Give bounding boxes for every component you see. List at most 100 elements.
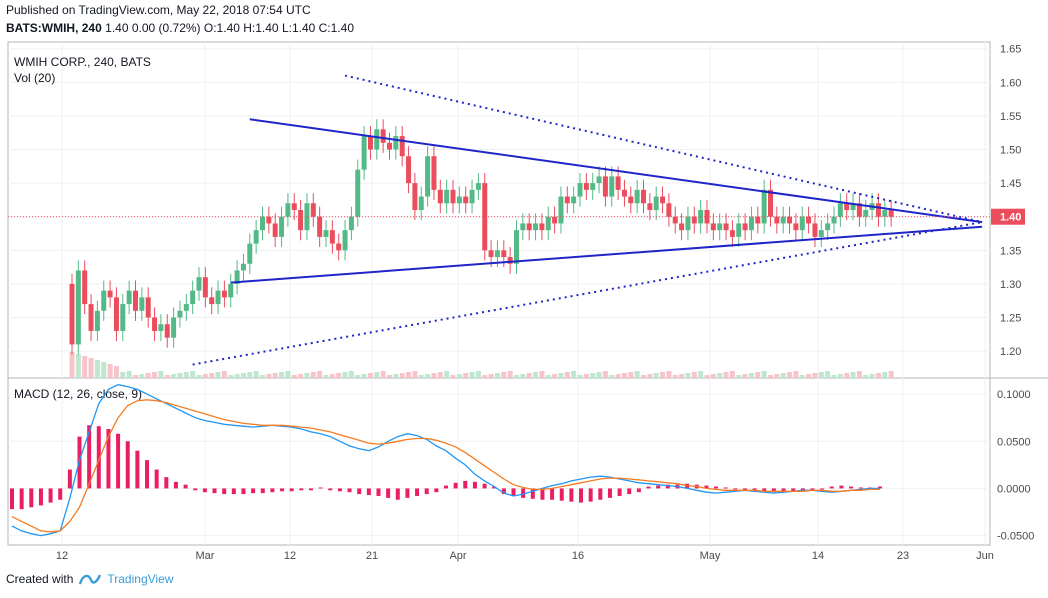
macd-histogram-bar (434, 488, 439, 493)
candle (228, 283, 234, 298)
candle (145, 297, 151, 318)
volume-bar (463, 373, 469, 378)
volume-bar (190, 371, 196, 378)
volume-bar (717, 373, 723, 378)
volume-bar (875, 373, 881, 378)
candle (564, 196, 570, 204)
macd-histogram-bar (29, 488, 34, 508)
x-tick-label: Apr (449, 550, 466, 562)
candle (475, 183, 481, 190)
macd-histogram-bar (800, 488, 805, 491)
candle (571, 196, 577, 204)
macd-histogram-bar (183, 484, 188, 489)
macd-histogram-bar (550, 488, 555, 500)
trendline (249, 118, 983, 224)
candle (685, 216, 691, 231)
macd-histogram-bar (173, 481, 178, 489)
volume-bar (94, 360, 100, 378)
x-tick-label: Mar (196, 550, 215, 562)
macd-histogram-bar (733, 488, 738, 490)
macd-histogram-bar (617, 488, 622, 496)
volume-bar (145, 373, 151, 378)
volume-bar (602, 371, 608, 378)
candle (329, 230, 335, 244)
volume-bar (120, 372, 126, 378)
candle (615, 176, 621, 190)
macd-histogram-bar (415, 488, 420, 496)
macd-histogram-bar (424, 488, 429, 495)
x-tick-label: 14 (812, 550, 824, 562)
macd-series-line (11, 384, 880, 537)
macd-histogram-bar (67, 469, 72, 489)
candle (831, 216, 837, 224)
candle (342, 230, 348, 251)
candle (133, 290, 138, 311)
candle (247, 243, 253, 264)
macd-histogram-bar (607, 488, 612, 498)
volume-bar (494, 373, 500, 378)
volume-bar (196, 375, 202, 378)
candle (240, 263, 246, 271)
volume-bar (399, 373, 405, 378)
candle (526, 223, 532, 231)
volume-bar (355, 375, 361, 378)
macd-histogram-bar (145, 460, 150, 489)
candle (101, 290, 107, 311)
macd-pane-title: MACD (12, 26, close, 9) (14, 387, 142, 401)
macd-histogram-bar (231, 488, 236, 495)
candle (641, 189, 646, 204)
volume-bar (298, 374, 304, 378)
volume-bar (882, 372, 888, 378)
candle (596, 176, 602, 184)
x-tick-label: May (700, 550, 721, 562)
x-tick-label: 23 (897, 550, 909, 562)
candle (260, 216, 265, 231)
candle (444, 189, 450, 204)
macd-histogram-bar (579, 488, 584, 503)
volume-bar (158, 371, 164, 378)
macd-y-tick-label: 0.0500 (997, 436, 1031, 448)
volume-bar (329, 374, 335, 378)
plot-frame (7, 41, 991, 546)
volume-bar (704, 375, 710, 378)
volume-bar (501, 372, 507, 378)
volume-bar (266, 374, 272, 378)
candle (602, 176, 608, 197)
volume-bar (234, 374, 240, 378)
volume-bar (374, 372, 380, 378)
volume-bar (406, 372, 412, 378)
candle (310, 203, 316, 217)
trendline (192, 221, 983, 366)
macd-y-tick-label: 0.0000 (997, 483, 1031, 495)
candle (355, 169, 361, 217)
candle (380, 129, 386, 143)
trendline (230, 225, 983, 284)
candle (729, 230, 735, 237)
macd-histogram-bar (289, 488, 294, 492)
candle (488, 250, 494, 258)
candle (171, 317, 177, 338)
macd-histogram-bar (530, 488, 535, 499)
macd-histogram-bar (791, 488, 796, 492)
volume-bar (799, 375, 805, 378)
candle (367, 136, 373, 150)
candle (431, 156, 437, 190)
volume-bar (672, 375, 678, 378)
candle (399, 136, 405, 157)
volume-bar (260, 375, 265, 378)
candle (323, 230, 329, 237)
macd-histogram-bar (569, 488, 574, 502)
candle (717, 223, 723, 231)
macd-histogram-bar (38, 488, 43, 506)
volume-bar (209, 373, 215, 378)
macd-histogram-bar (704, 485, 709, 489)
volume-label: Vol (20) (14, 71, 55, 85)
macd-histogram-bar (656, 485, 661, 489)
tradingview-brand-link[interactable]: TradingView (107, 572, 174, 586)
macd-histogram-bar (10, 488, 14, 510)
volume-bar (82, 356, 88, 378)
volume-bar (787, 372, 793, 378)
candle (583, 183, 589, 190)
volume-bar (729, 371, 735, 378)
